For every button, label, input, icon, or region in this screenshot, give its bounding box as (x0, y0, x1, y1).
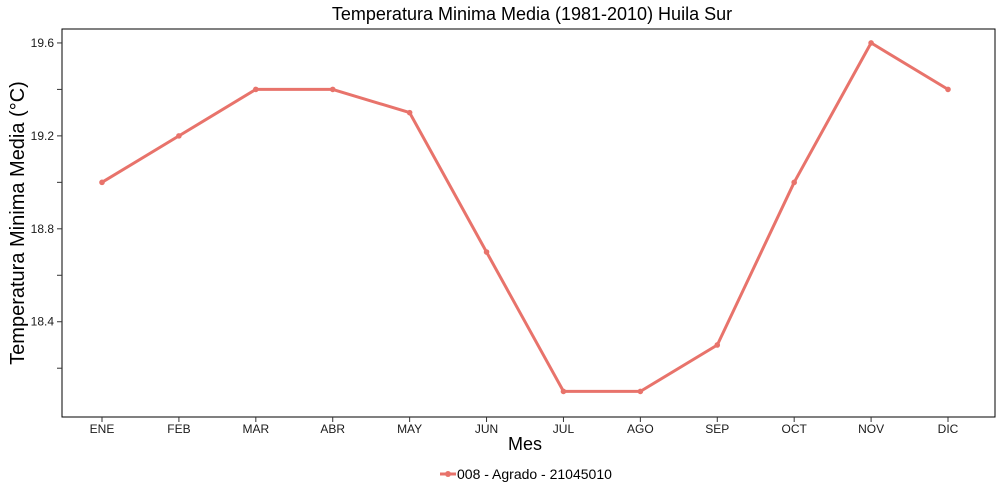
plot-panel (61, 28, 996, 418)
x-tick-label: DIC (938, 422, 959, 436)
y-tick-label: 18.4 (31, 315, 55, 329)
x-tick-label: JUN (475, 422, 498, 436)
y-axis: 18.4 18.8 19.2 19.6 (31, 36, 62, 369)
x-tick-label: JUL (553, 422, 575, 436)
x-tick-label: ABR (320, 422, 345, 436)
legend-label: 008 - Agrado - 21045010 (457, 466, 612, 482)
x-tick-label: ENE (90, 422, 115, 436)
y-tick-label: 18.8 (31, 222, 55, 236)
y-tick-label: 19.6 (31, 36, 55, 50)
y-tick-label: 19.2 (31, 129, 55, 143)
chart-title: Temperatura Minima Media (1981-2010) Hui… (332, 4, 732, 24)
x-axis: ENE FEB MAR ABR MAY JUN JUL AGO SEP OCT NOV DIC (90, 417, 959, 436)
x-tick-label: NOV (858, 422, 884, 436)
series-layer (99, 40, 951, 395)
legend: 008 - Agrado - 21045010 (440, 466, 612, 482)
data-point (406, 109, 413, 116)
data-point (253, 86, 259, 93)
data-point (791, 179, 797, 186)
data-point (868, 40, 874, 46)
x-tick-label: MAY (397, 422, 422, 436)
data-point (176, 133, 182, 139)
y-axis-title: Temperatura Minima Media (°C) (7, 81, 29, 365)
data-point (714, 342, 721, 348)
x-tick-label: MAR (242, 422, 269, 436)
x-tick-label: OCT (782, 422, 808, 436)
x-tick-label: AGO (627, 422, 654, 436)
data-point (945, 86, 951, 93)
data-point (560, 388, 567, 395)
data-point (483, 249, 490, 255)
data-point (637, 388, 644, 395)
x-tick-label: SEP (705, 422, 729, 436)
data-point (99, 179, 105, 186)
data-point (329, 86, 336, 93)
x-tick-label: FEB (167, 422, 190, 436)
x-axis-title: Mes (508, 434, 542, 454)
series-line (101, 41, 949, 393)
legend-point (445, 471, 451, 477)
